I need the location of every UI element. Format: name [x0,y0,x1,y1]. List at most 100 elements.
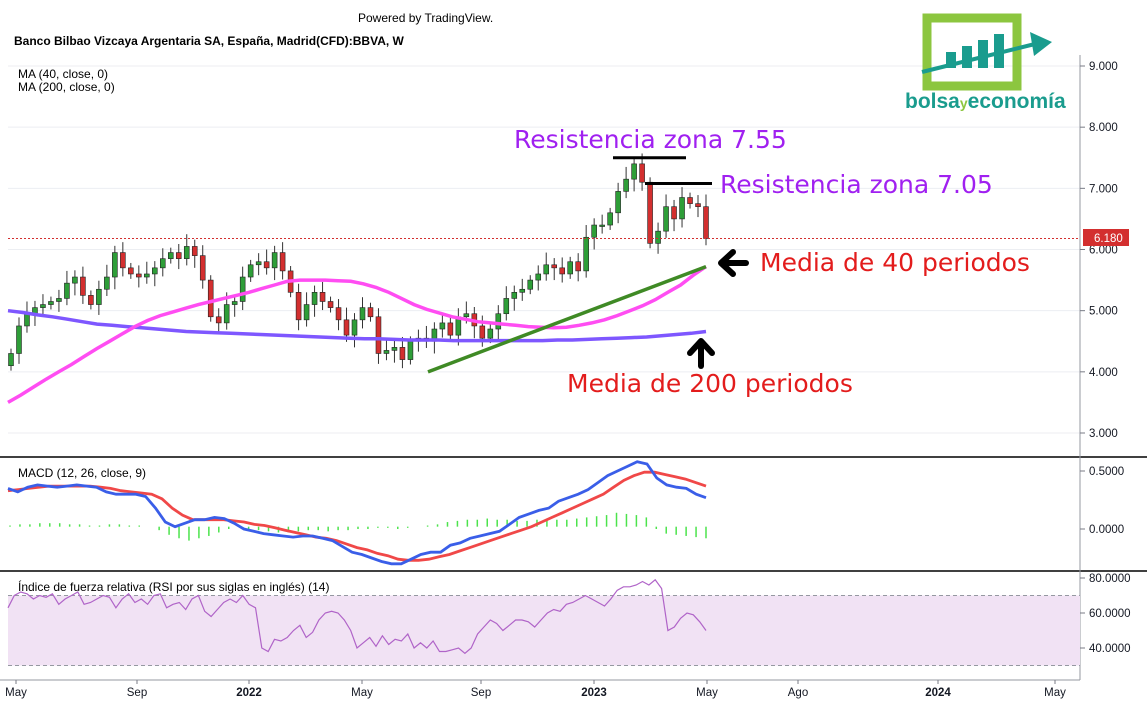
annotation-ma40: Media de 40 periodos [760,248,1030,277]
arrow-left-icon [718,249,749,277]
candle-body [487,328,494,339]
logo-bar-3 [978,40,988,68]
candle-body [88,295,94,305]
candle-body [48,301,54,305]
candle-body [144,273,150,278]
candle-body [128,267,134,275]
candle-body [407,340,414,360]
candle-body [72,276,78,284]
candle-body [495,313,502,330]
candle-body [351,319,358,336]
candle-body [112,252,118,278]
candle-body [671,206,677,220]
x-tick-label: May [5,687,27,699]
candle-body [56,298,62,302]
candle-body [655,230,661,244]
candle-body [80,276,86,296]
candle-body [279,252,286,272]
logo-arrow-shaft [921,42,1036,74]
candle-body [695,203,701,207]
candle-body [199,255,206,281]
logo-bar-1 [946,52,956,68]
candle-body [591,224,597,238]
powered-by-text: Powered by TradingView. [358,11,493,25]
support-trendline [427,264,707,374]
candle-body [303,304,310,321]
price-tick-label: 6.000 [1089,245,1118,257]
candle-body [463,313,470,318]
candle-body [40,304,46,308]
candle-body [160,258,166,269]
candle-body [215,316,222,324]
candle-body [64,282,70,299]
ma200-legend: MA (200, close, 0) [18,80,115,94]
candle-body [16,325,22,354]
candle-body [136,273,142,278]
candle-body [335,307,342,321]
symbol-title: Banco Bilbao Vizcaya Argentaria SA, Espa… [14,34,405,48]
candle-body [231,301,238,305]
ma40-legend: MA (40, close, 0) [18,67,108,81]
candle-body [599,224,605,227]
price-tick-label: 9.000 [1089,61,1118,73]
macd-tick-label: 0.5000 [1089,466,1124,478]
logo-bar-2 [962,46,972,68]
candle-body [263,261,270,269]
candle-body [24,313,30,327]
logo: bolsayeconomía [905,13,1066,113]
candle-body [191,246,198,256]
candle-body [152,267,158,275]
candle-body [96,288,102,305]
candle-body [175,252,182,259]
candle-body [623,178,629,192]
macd-line [7,460,707,566]
x-tick-label: 2024 [925,687,951,699]
candle-body [271,252,278,269]
last-price-label: 6.180 [1094,233,1123,245]
macd-title: MACD (12, 26, close, 9) [18,466,146,480]
x-tick-label: May [696,687,718,699]
annotation-resistance-705: Resistencia zona 7.05 [720,170,993,199]
candle-body [663,206,669,232]
x-tick-label: May [1044,687,1066,699]
rsi-panel [7,578,1080,666]
price-tick-label: 5.000 [1089,306,1118,318]
macd-signal-line [7,470,707,562]
candle-body [703,206,709,239]
candle-body [8,353,14,367]
candle-body [391,347,398,351]
rsi-tick-label: 40.0000 [1089,643,1131,655]
x-tick-label: 2022 [236,687,262,699]
rsi-line [7,578,707,655]
candle-body [543,264,550,275]
rsi-tick-label: 60.0000 [1089,608,1131,620]
candle-body [679,197,685,220]
x-tick-label: Sep [471,687,491,699]
candle-body [295,292,302,321]
candle-body [239,276,246,302]
logo-text: bolsayeconomía [905,90,1066,113]
candle-body [399,347,406,360]
candle-body [367,307,374,318]
price-tick-label: 4.000 [1089,367,1118,379]
last-price-badge [1083,229,1129,246]
candle-body [551,264,557,269]
candle-body [359,307,366,321]
ma40-line [7,265,707,404]
candle-body [567,261,573,275]
candle-body [343,319,350,336]
price-tick-label: 8.000 [1089,122,1118,134]
macd-tick-label: 0.0000 [1089,524,1124,536]
candle-body [375,316,382,354]
candle-body [647,181,653,244]
arrow-up-icon [687,338,715,369]
candle-body [559,267,565,275]
candle-body [247,264,254,278]
x-tick-label: Ago [788,687,808,699]
candle-body [687,197,693,204]
candle-body [503,298,510,315]
candle-body [255,261,262,266]
candle-body [615,191,621,214]
rsi-tick-label: 80.0000 [1089,573,1131,585]
